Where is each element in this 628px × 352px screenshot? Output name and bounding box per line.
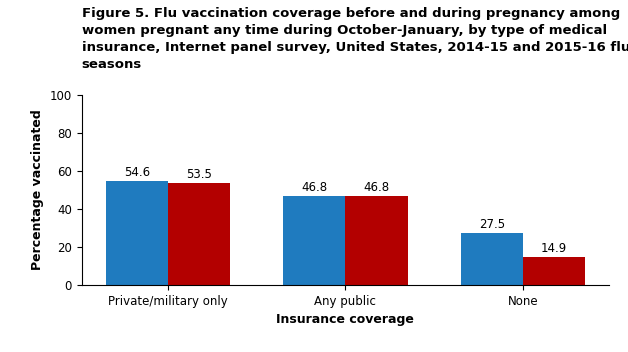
- Text: 46.8: 46.8: [301, 181, 327, 194]
- Text: 14.9: 14.9: [541, 241, 567, 254]
- Bar: [106, 181, 168, 285]
- Bar: [345, 196, 408, 285]
- Y-axis label: Percentage vaccinated: Percentage vaccinated: [31, 110, 44, 270]
- Bar: [283, 196, 345, 285]
- Text: 27.5: 27.5: [479, 218, 505, 231]
- Legend: 2014-15 season, 2015-16 season: 2014-15 season, 2015-16 season: [220, 348, 470, 352]
- Text: 46.8: 46.8: [364, 181, 389, 194]
- Text: 53.5: 53.5: [186, 168, 212, 181]
- Bar: [523, 257, 585, 285]
- Text: 54.6: 54.6: [124, 166, 149, 179]
- Bar: [461, 233, 523, 285]
- Text: Figure 5. Flu vaccination coverage before and during pregnancy among
women pregn: Figure 5. Flu vaccination coverage befor…: [82, 7, 628, 71]
- X-axis label: Insurance coverage: Insurance coverage: [276, 313, 414, 326]
- Bar: [168, 183, 230, 285]
